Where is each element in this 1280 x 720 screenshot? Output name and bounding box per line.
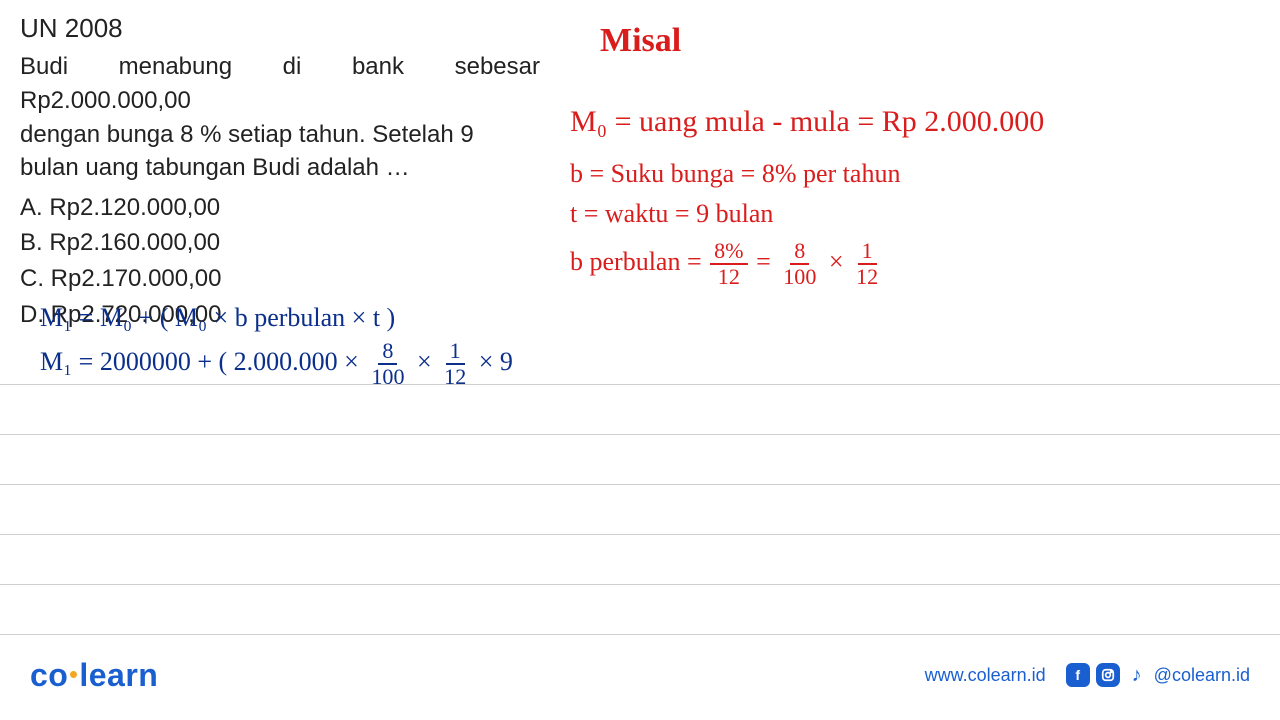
question-text: Budi menabung di bank sebesar Rp2.000.00…	[20, 50, 540, 184]
frac-8pct-12: 8% 12	[710, 240, 747, 288]
footer-url: www.colearn.id	[925, 665, 1046, 686]
tiktok-icon: ♪	[1126, 664, 1148, 686]
footer-right: www.colearn.id f ♪ @colearn.id	[925, 663, 1250, 687]
hw-t: t = waktu = 9 bulan	[570, 195, 773, 233]
hw-m0: M₀ = uang mula - mula = Rp 2.000.000	[570, 100, 1044, 144]
frac-1-12: 1 12	[852, 240, 882, 288]
frac2-8-100: 8 100	[367, 340, 408, 388]
social-handle: @colearn.id	[1154, 665, 1250, 686]
hw-formula: M₁ = M₀ + ( M₀ × b perbulan × t )	[40, 300, 395, 336]
question-block: UN 2008 Budi menabung di bank sebesar Rp…	[20, 10, 540, 333]
hw-b: b = Suku bunga = 8% per tahun	[570, 155, 900, 193]
hw-misal: Misal	[600, 16, 681, 65]
social-icons: f ♪ @colearn.id	[1066, 663, 1250, 687]
instagram-icon	[1096, 663, 1120, 687]
question-source: UN 2008	[20, 10, 540, 46]
option-b: B. Rp2.160.000,00	[20, 226, 540, 260]
brand-logo: colearn	[30, 657, 158, 694]
logo-dot-icon	[70, 671, 77, 678]
hw-substitution: M₁ = 2000000 + ( 2.000.000 × 8 100 × 1 1…	[40, 340, 513, 388]
option-c: C. Rp2.170.000,00	[20, 262, 540, 296]
facebook-icon: f	[1066, 663, 1090, 687]
hw-b-perbulan: b perbulan = 8% 12 = 8 100 × 1 12	[570, 240, 884, 288]
frac2-1-12: 1 12	[440, 340, 470, 388]
option-a: A. Rp2.120.000,00	[20, 191, 540, 225]
frac-8-100: 8 100	[779, 240, 820, 288]
footer: colearn www.colearn.id f ♪ @colearn.id	[0, 630, 1280, 720]
